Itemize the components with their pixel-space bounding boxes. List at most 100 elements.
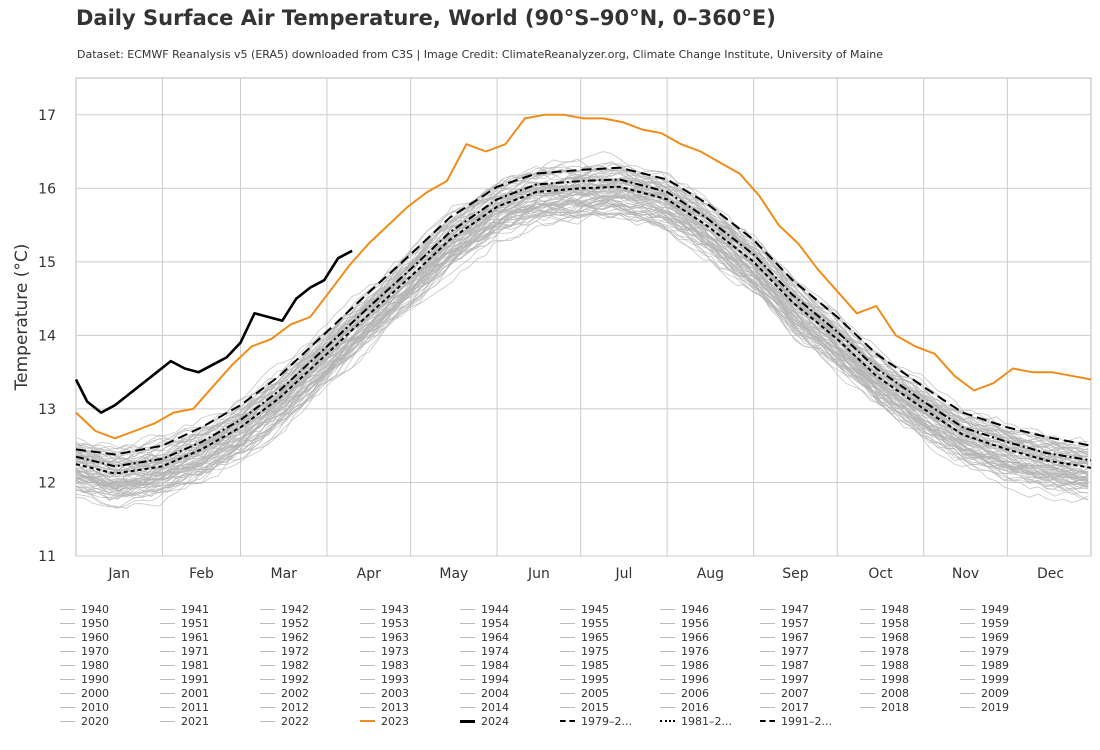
legend-item[interactable]: 1965	[560, 631, 609, 645]
legend-item[interactable]: 1961	[160, 631, 209, 645]
legend-item[interactable]: 2010	[60, 701, 109, 715]
legend-item[interactable]: 2014	[460, 701, 509, 715]
legend-item[interactable]: 1987	[760, 659, 809, 673]
legend-item[interactable]: 1993	[360, 673, 409, 687]
legend-item[interactable]: 2016	[660, 701, 709, 715]
legend-item[interactable]: 1991	[160, 673, 209, 687]
legend-item[interactable]: 1970	[60, 645, 109, 659]
legend-label: 1993	[381, 673, 409, 686]
legend-item[interactable]: 1995	[560, 673, 609, 687]
series-lines	[74, 113, 1092, 475]
legend-item[interactable]: 2001	[160, 687, 209, 701]
legend-item[interactable]: 2012	[260, 701, 309, 715]
legend-item[interactable]: 2018	[860, 701, 909, 715]
legend-item[interactable]: 1971	[160, 645, 209, 659]
legend-label: 1998	[881, 673, 909, 686]
legend-item[interactable]: 1948	[860, 603, 909, 617]
legend-item[interactable]: 2024	[460, 715, 509, 729]
legend-item[interactable]: 1990	[60, 673, 109, 687]
legend-item[interactable]: 1994	[460, 673, 509, 687]
legend-item[interactable]: 1947	[760, 603, 809, 617]
legend-item[interactable]: 1982	[260, 659, 309, 673]
legend-item[interactable]: 1959	[960, 617, 1009, 631]
legend-item[interactable]: 2006	[660, 687, 709, 701]
legend-item[interactable]: 2002	[260, 687, 309, 701]
legend-item[interactable]: 1962	[260, 631, 309, 645]
legend-item[interactable]: 1978	[860, 645, 909, 659]
legend-item[interactable]: 1980	[60, 659, 109, 673]
legend-item[interactable]: 1979	[960, 645, 1009, 659]
legend-item[interactable]: 1957	[760, 617, 809, 631]
legend-item[interactable]: 1953	[360, 617, 409, 631]
legend-item[interactable]: 1952	[260, 617, 309, 631]
legend-item[interactable]: 1958	[860, 617, 909, 631]
legend-label: 1943	[381, 603, 409, 616]
legend-item[interactable]: 1956	[660, 617, 709, 631]
legend-item[interactable]: 1946	[660, 603, 709, 617]
y-tick-label: 12	[38, 475, 56, 491]
legend-item[interactable]: 2009	[960, 687, 1009, 701]
legend-item[interactable]: 1999	[960, 673, 1009, 687]
legend-item[interactable]: 1964	[460, 631, 509, 645]
legend-item[interactable]: 1996	[660, 673, 709, 687]
legend-item[interactable]: 1991–2...	[760, 715, 832, 729]
legend-item[interactable]: 1989	[960, 659, 1009, 673]
legend-item[interactable]: 2003	[360, 687, 409, 701]
legend-label: 1999	[981, 673, 1009, 686]
legend-item[interactable]: 1954	[460, 617, 509, 631]
legend-item[interactable]: 1968	[860, 631, 909, 645]
legend-item[interactable]: 2004	[460, 687, 509, 701]
legend-item[interactable]: 1966	[660, 631, 709, 645]
legend-item[interactable]: 1960	[60, 631, 109, 645]
legend-item[interactable]: 1940	[60, 603, 109, 617]
legend-item[interactable]: 1973	[360, 645, 409, 659]
legend-item[interactable]: 1963	[360, 631, 409, 645]
legend-item[interactable]: 1974	[460, 645, 509, 659]
legend-label: 1950	[81, 617, 109, 630]
legend-item[interactable]: 2022	[260, 715, 309, 729]
legend-item[interactable]: 1955	[560, 617, 609, 631]
legend-item[interactable]: 1979–2...	[560, 715, 632, 729]
legend-item[interactable]: 1983	[360, 659, 409, 673]
legend-item[interactable]: 1949	[960, 603, 1009, 617]
legend-item[interactable]: 2019	[960, 701, 1009, 715]
legend-item[interactable]: 1977	[760, 645, 809, 659]
legend-item[interactable]: 1984	[460, 659, 509, 673]
legend-item[interactable]: 1942	[260, 603, 309, 617]
legend-item[interactable]: 1975	[560, 645, 609, 659]
legend-item[interactable]: 1967	[760, 631, 809, 645]
legend-item[interactable]: 2005	[560, 687, 609, 701]
legend-item[interactable]: 1976	[660, 645, 709, 659]
legend-item[interactable]: 1998	[860, 673, 909, 687]
legend-item[interactable]: 2015	[560, 701, 609, 715]
legend-item[interactable]: 1950	[60, 617, 109, 631]
legend-item[interactable]: 1951	[160, 617, 209, 631]
legend-item[interactable]: 2023	[360, 715, 409, 729]
legend-item[interactable]: 2000	[60, 687, 109, 701]
legend-swatch	[560, 720, 575, 722]
legend-item[interactable]: 1943	[360, 603, 409, 617]
historical-year-line	[75, 170, 1089, 462]
legend-item[interactable]: 2017	[760, 701, 809, 715]
legend-item[interactable]: 1969	[960, 631, 1009, 645]
legend-item[interactable]: 1944	[460, 603, 509, 617]
legend-item[interactable]: 2011	[160, 701, 209, 715]
legend-item[interactable]: 1981–2...	[660, 715, 732, 729]
legend-item[interactable]: 1988	[860, 659, 909, 673]
legend-item[interactable]: 1981	[160, 659, 209, 673]
legend-item[interactable]: 2021	[160, 715, 209, 729]
legend-item[interactable]: 2020	[60, 715, 109, 729]
legend-item[interactable]: 1985	[560, 659, 609, 673]
legend-item[interactable]: 1945	[560, 603, 609, 617]
legend-item[interactable]: 1992	[260, 673, 309, 687]
legend-item[interactable]: 1972	[260, 645, 309, 659]
legend-item[interactable]: 1986	[660, 659, 709, 673]
legend-item[interactable]: 2013	[360, 701, 409, 715]
legend-item[interactable]: 2007	[760, 687, 809, 701]
series-line-2023	[75, 113, 1092, 440]
legend-swatch	[60, 650, 75, 652]
legend-item[interactable]: 1997	[760, 673, 809, 687]
legend-item[interactable]: 1941	[160, 603, 209, 617]
legend-item[interactable]: 2008	[860, 687, 909, 701]
legend-swatch	[660, 720, 675, 722]
